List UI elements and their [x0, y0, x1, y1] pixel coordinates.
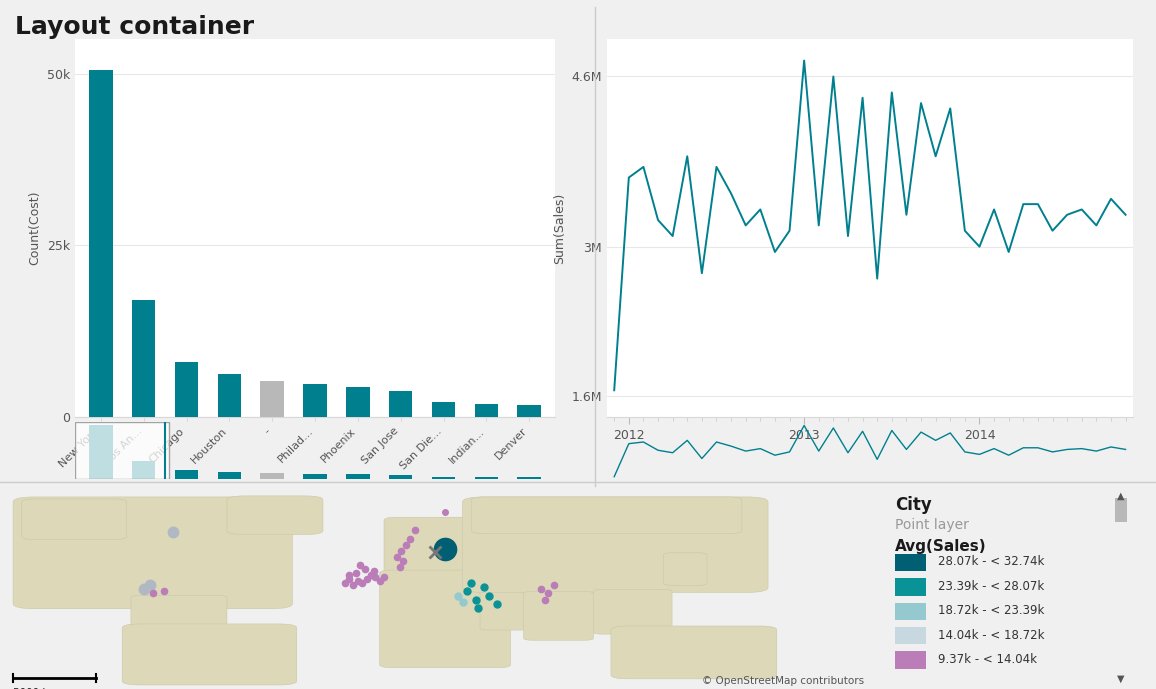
Y-axis label: Count(Cost): Count(Cost) — [29, 191, 42, 265]
FancyBboxPatch shape — [480, 582, 558, 630]
Bar — [431, 402, 455, 417]
Bar — [518, 477, 541, 479]
Text: 28.07k - < 32.74k: 28.07k - < 32.74k — [938, 555, 1044, 568]
FancyBboxPatch shape — [384, 517, 497, 580]
Bar — [475, 477, 498, 479]
FancyBboxPatch shape — [1114, 498, 1127, 522]
FancyBboxPatch shape — [379, 570, 511, 668]
FancyBboxPatch shape — [227, 496, 323, 535]
FancyBboxPatch shape — [524, 591, 593, 640]
Bar — [518, 405, 541, 417]
Text: ▼: ▼ — [1117, 674, 1125, 684]
FancyBboxPatch shape — [610, 626, 777, 679]
Bar — [346, 474, 370, 479]
FancyBboxPatch shape — [593, 589, 672, 634]
Y-axis label: Sum(Sales): Sum(Sales) — [553, 192, 566, 264]
Bar — [303, 474, 327, 479]
FancyBboxPatch shape — [123, 624, 297, 685]
Text: 18.72k - < 23.39k: 18.72k - < 23.39k — [938, 604, 1044, 617]
Bar — [260, 473, 284, 479]
Text: City: City — [895, 496, 932, 514]
Bar — [475, 404, 498, 417]
Text: Avg(Sales): Avg(Sales) — [895, 539, 987, 553]
Text: © OpenStreetMap contributors: © OpenStreetMap contributors — [702, 676, 864, 686]
Bar — [132, 461, 155, 479]
Text: Layout container: Layout container — [15, 15, 254, 39]
Text: 23.39k - < 28.07k: 23.39k - < 28.07k — [938, 580, 1044, 593]
FancyBboxPatch shape — [75, 422, 170, 479]
FancyBboxPatch shape — [22, 499, 126, 539]
FancyBboxPatch shape — [131, 595, 227, 636]
Text: Point layer: Point layer — [895, 518, 969, 533]
FancyBboxPatch shape — [895, 603, 926, 620]
FancyBboxPatch shape — [895, 554, 926, 571]
Bar — [260, 381, 284, 417]
Bar — [175, 362, 199, 417]
Text: 14.04k - < 18.72k: 14.04k - < 18.72k — [938, 628, 1044, 641]
Text: 9.37k - < 14.04k: 9.37k - < 14.04k — [938, 653, 1037, 666]
FancyBboxPatch shape — [462, 497, 768, 593]
Bar — [217, 472, 242, 479]
Bar — [388, 391, 413, 417]
FancyBboxPatch shape — [13, 497, 292, 608]
FancyBboxPatch shape — [895, 627, 926, 644]
Bar — [303, 384, 327, 417]
Bar — [217, 374, 242, 417]
Text: ▲: ▲ — [1117, 491, 1125, 501]
Bar — [89, 425, 112, 479]
Bar — [175, 471, 199, 479]
Bar — [132, 300, 155, 417]
Bar — [388, 475, 413, 479]
FancyBboxPatch shape — [664, 553, 707, 586]
FancyBboxPatch shape — [472, 497, 742, 533]
FancyBboxPatch shape — [895, 578, 926, 595]
FancyBboxPatch shape — [895, 651, 926, 668]
Bar — [346, 387, 370, 417]
Text: 5000 km: 5000 km — [13, 688, 59, 689]
Bar — [431, 477, 455, 479]
Bar — [89, 70, 112, 417]
